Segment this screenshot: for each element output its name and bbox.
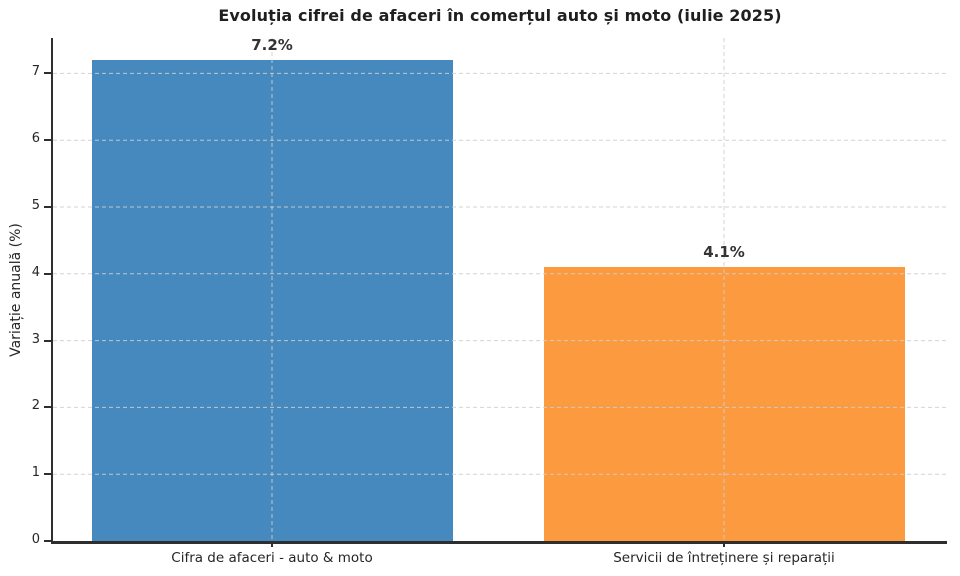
y-tick-label: 7 <box>31 64 40 80</box>
y-tick-mark <box>44 272 51 275</box>
plot-area: 7.2% 4.1% <box>51 36 947 544</box>
y-tick-mark <box>44 206 51 208</box>
x-tick-label: Cifra de afaceri - auto & moto <box>171 550 373 566</box>
y-tick-label: 0 <box>31 532 40 547</box>
bar-value-label-2: 4.1% <box>703 243 745 262</box>
y-tick-mark <box>44 473 51 476</box>
bar-1 <box>91 60 453 541</box>
y-tick-mark <box>44 72 51 75</box>
x-tick-label: Servicii de întreținere și reparații <box>613 550 835 566</box>
y-tick-mark <box>44 339 51 342</box>
bar-value-label-1: 7.2% <box>251 36 293 55</box>
y-tick-mark <box>44 406 51 409</box>
bar-2 <box>543 267 905 541</box>
y-tick-mark <box>44 540 51 542</box>
y-tick-mark <box>44 139 51 142</box>
y-tick-label: 1 <box>31 465 40 481</box>
chart-title: Evoluția cifrei de afaceri în comerțul a… <box>218 6 782 25</box>
y-axis-label: Variație anuală (%) <box>8 223 24 357</box>
